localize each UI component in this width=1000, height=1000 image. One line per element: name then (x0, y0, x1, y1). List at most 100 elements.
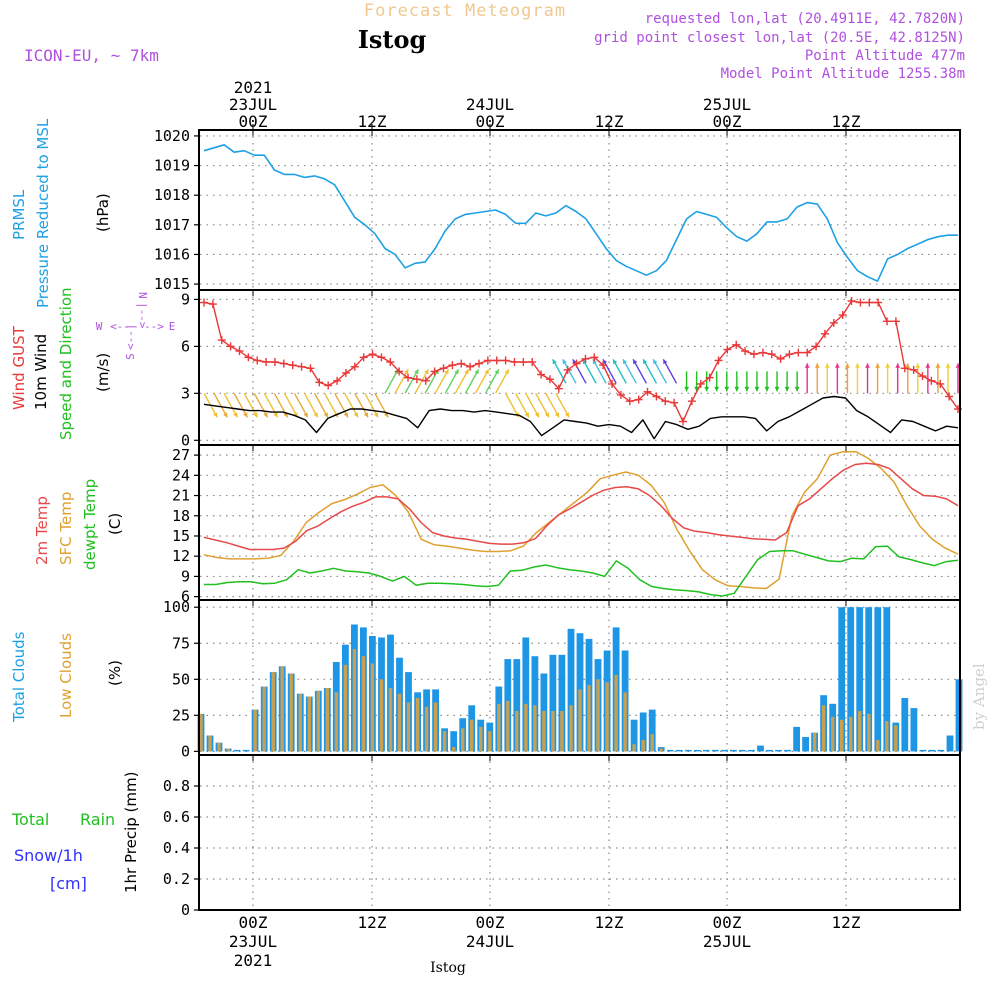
wind-arrow (283, 392, 299, 418)
total-cloud-bar (883, 607, 891, 752)
total-cloud-bar (838, 607, 846, 752)
watermark: by Angel (970, 663, 988, 730)
wind-arrow (602, 358, 617, 384)
snow-unit: [cm] (50, 874, 87, 893)
wind-arrow-head (613, 359, 618, 365)
wind-arrow-head (213, 412, 218, 418)
wind-arrow-head (754, 386, 760, 392)
y-tick-label: 9 (181, 290, 190, 308)
total-cloud-bar (711, 749, 719, 752)
y-tick-label: 1016 (154, 245, 190, 263)
low-cloud-bar (406, 702, 411, 752)
gridpoint-lonlat: grid point closest lon,lat (20.5E, 42.81… (594, 30, 965, 46)
wind-arrow-head (524, 412, 529, 418)
wind-arrow-head (704, 386, 710, 392)
total-cloud-bar (684, 749, 692, 752)
bottom-hour-label-4: 12Z (595, 913, 624, 932)
total-cloud-bar (919, 749, 927, 752)
total-label: Total (11, 810, 49, 829)
wind-arrow-head (554, 412, 560, 418)
wind-arrow (525, 392, 540, 418)
y-tick-label: 0 (181, 431, 190, 449)
low-cloud-bar (217, 742, 221, 752)
bottom-hour-label-1: 00Z (239, 913, 268, 932)
wind-arrow-head (623, 359, 628, 365)
y-tick-label: 0.2 (163, 870, 190, 888)
low-cloud-bar (379, 679, 384, 752)
top-hour-label-6: 12Z (832, 112, 861, 131)
bottom-year-label: 2021 (234, 951, 273, 970)
bottom-day-label-1: 23JUL (229, 932, 277, 951)
low-cloud-bar (298, 693, 302, 752)
wind-arrow (562, 358, 577, 384)
low-cloud-bar (623, 692, 627, 752)
total-cloud-bar (666, 749, 674, 752)
wind-arrow-head (552, 359, 557, 365)
wind-arrow-head (824, 363, 830, 368)
low-cloud-bar (551, 711, 555, 752)
low-cloud-bar (370, 663, 375, 752)
model-label: ICON-EU, ~ 7km (24, 46, 159, 65)
low-cloud-bar (849, 716, 853, 752)
wind-arrow (612, 358, 627, 384)
top-hour-label-4: 12Z (595, 112, 624, 131)
gust-line (203, 300, 959, 423)
wind-arrow (324, 392, 339, 418)
low-cloud-bar (650, 734, 654, 752)
y-tick-label: 24 (172, 466, 190, 484)
total-cloud-bar (928, 749, 936, 752)
total-cloud-bar (802, 737, 809, 752)
wind-arrow-head (253, 412, 258, 418)
low-cloud-bar (569, 705, 573, 752)
wind-arrow-head (804, 363, 810, 368)
wind-arrow-head (404, 369, 409, 375)
total-cloud-bar (702, 749, 710, 752)
low-cloud-bar (470, 719, 474, 752)
wind-arrow-head (233, 412, 238, 418)
total-cloud-bar (865, 607, 873, 752)
low-cloud-bar (858, 711, 862, 752)
y-tick-label: 50 (172, 670, 190, 688)
low-cloud-bar (515, 711, 519, 752)
wind-arrow-head (343, 412, 348, 418)
total-cloud-bar (522, 637, 530, 752)
low-cloud-bar (334, 692, 339, 752)
y-tick-label: 1018 (154, 186, 190, 204)
wind-arrow-head (313, 412, 318, 418)
y-tick-label: 27 (172, 446, 190, 464)
precip-unit: 1hr Precip (mm) (122, 772, 140, 893)
y-tick-label: 6 (181, 337, 190, 355)
wind-speed-dir-label: Speed and Direction (57, 287, 75, 440)
bottom-hour-label-3: 00Z (476, 913, 505, 932)
low-cloud-bar (885, 721, 889, 752)
wind-arrow-head (353, 412, 358, 418)
sfc-temp-line (203, 450, 959, 590)
bottom-hour-label-5: 00Z (713, 913, 742, 932)
prmsl-line (203, 144, 958, 282)
wind-arrow (263, 392, 279, 418)
wind-arrow (592, 358, 607, 384)
gust-label: Wind GUST (10, 325, 28, 410)
wind-arrow (494, 368, 510, 394)
compass-north-arrow: |--> (136, 302, 149, 329)
wind-arrow-head (885, 363, 890, 368)
wind-arrow-head (845, 363, 850, 368)
low-cloud-bar (560, 711, 564, 752)
wind-arrow-head (243, 412, 248, 418)
low-cloud-bar (578, 689, 582, 752)
top-hour-label-5: 00Z (713, 112, 742, 131)
y-tick-label: 0.8 (163, 777, 190, 795)
total-cloud-bar (901, 698, 909, 752)
prmsl-label: PRMSL (10, 189, 28, 240)
wind-arrow-head (694, 386, 699, 392)
compass-west: W (96, 320, 103, 333)
low-cloud-bar (388, 688, 393, 752)
requested-lonlat: requested lon,lat (20.4911E, 42.7820N) (645, 11, 965, 27)
footer-station: Istog (430, 960, 466, 976)
low-cloud-bar (452, 747, 456, 752)
low-cloud-bar (533, 705, 537, 752)
wind-arrow (424, 368, 439, 394)
wind-arrow (632, 358, 647, 384)
total-cloud-bar (630, 719, 638, 752)
